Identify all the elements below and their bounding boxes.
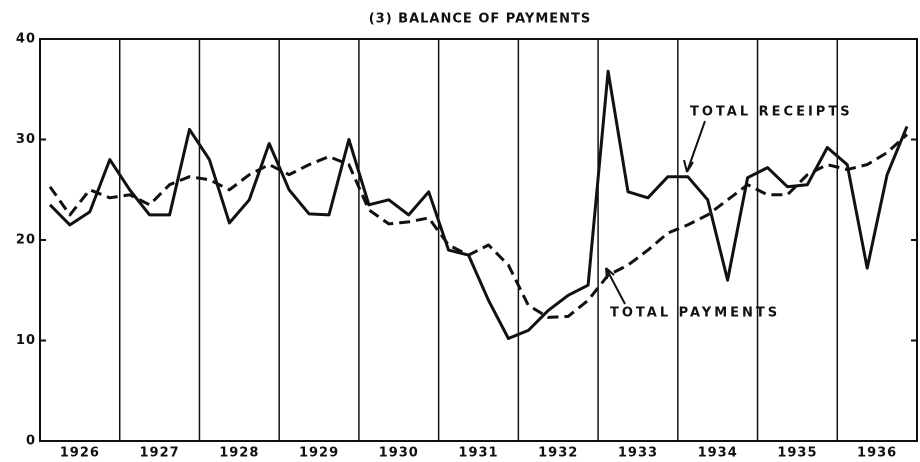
x-tick-label: 1928 (219, 446, 259, 461)
x-tick-label: 1934 (698, 446, 738, 461)
chart-title: (3) BALANCE OF PAYMENTS (369, 12, 592, 27)
x-tick-label: 1932 (538, 446, 578, 461)
series-label: TOTAL PAYMENTS (610, 306, 780, 321)
x-tick-label: 1931 (458, 446, 498, 461)
plot-frame (39, 38, 918, 442)
x-tick-label: 1927 (139, 446, 179, 461)
x-tick-label: 1929 (299, 446, 339, 461)
series-line (48, 69, 909, 340)
arrow (683, 120, 706, 173)
y-tick-label: 30 (16, 132, 36, 147)
series-line (48, 133, 909, 319)
y-tick-label: 40 (16, 32, 36, 47)
arrow (605, 267, 626, 305)
x-tick-label: 1936 (857, 446, 897, 461)
x-tick-label: 1926 (60, 446, 100, 461)
y-tick-label: 20 (16, 233, 36, 248)
y-tick-label: 10 (16, 333, 36, 348)
series-label: TOTAL RECEIPTS (690, 105, 853, 120)
x-tick-label: 1930 (379, 446, 419, 461)
x-tick-label: 1933 (618, 446, 658, 461)
y-tick-label: 0 (26, 434, 36, 449)
x-tick-label: 1935 (777, 446, 817, 461)
